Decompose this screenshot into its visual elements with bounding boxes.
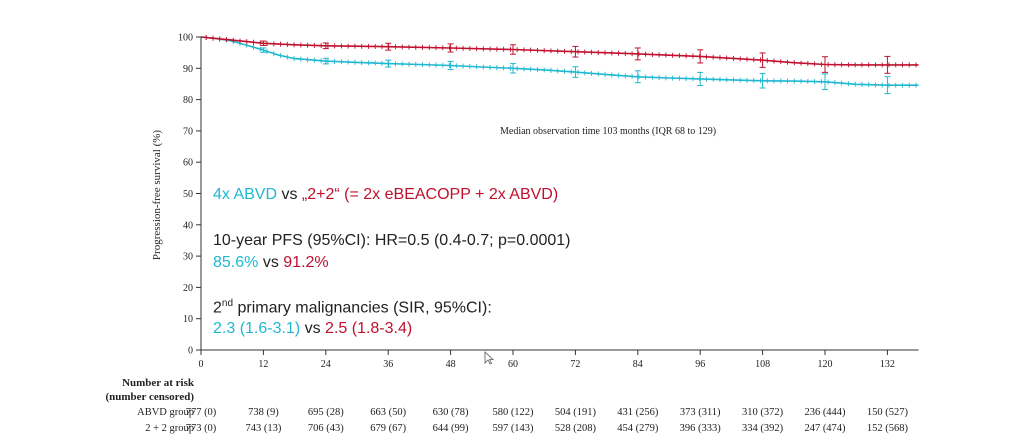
- y-tick-label: 100: [178, 33, 193, 44]
- x-tick-label: 132: [880, 359, 895, 370]
- pfs-hazard-ratio-text: 10-year PFS (95%CI): HR=0.5 (0.4-0.7; p=…: [213, 232, 571, 249]
- vs-text: vs: [277, 186, 302, 203]
- x-tick-label: 72: [570, 359, 580, 370]
- ordinal-number: 2: [213, 299, 222, 317]
- risk-cell: 630 (78): [432, 407, 469, 418]
- x-tick-label: 120: [818, 359, 833, 370]
- risk-cell: 310 (372): [742, 407, 784, 418]
- series-line-two-plus-two: [200, 36, 919, 66]
- risk-cell: 738 (9): [248, 407, 279, 418]
- risk-cell: 152 (568): [866, 423, 908, 434]
- x-tick-label: 108: [755, 359, 770, 370]
- y-axis-label: Progression-free survival (%): [151, 130, 163, 260]
- axes: 0 10 20 30 40 50 60 70 80 90 100 0 12 24 36 48 60 72 84 96 1…: [178, 33, 919, 370]
- risk-cell: 334 (392): [742, 423, 784, 434]
- risk-row-label-abvd: ABVD group: [137, 407, 194, 418]
- risk-cell: 528 (208): [554, 423, 596, 434]
- y-tick-label: 80: [183, 95, 193, 106]
- risk-cell: 373 (311): [679, 407, 721, 418]
- y-tick-label: 60: [183, 158, 193, 169]
- two-plus-two-arm-label: „2+2“ (= 2x eBEACOPP + 2x ABVD): [301, 186, 559, 203]
- y-tick-label: 40: [183, 220, 193, 231]
- risk-cell: 597 (143): [492, 423, 534, 434]
- abvd-pfs-value: 85.6%: [213, 254, 259, 271]
- risk-cell: 150 (527): [866, 407, 908, 418]
- risk-row-label-two-plus-two: 2 + 2 group: [145, 423, 194, 434]
- risk-table-title-line1: Number at risk: [122, 377, 194, 389]
- x-tick-label: 48: [446, 359, 456, 370]
- risk-cell: 706 (43): [307, 423, 344, 434]
- abvd-arm-label: 4x ABVD: [213, 186, 278, 203]
- risk-cell: 247 (474): [804, 423, 846, 434]
- x-tick-label: 60: [508, 359, 518, 370]
- y-tick-label: 30: [183, 252, 193, 263]
- y-tick-label: 20: [183, 283, 193, 294]
- risk-cell: 679 (67): [370, 423, 407, 434]
- x-tick-label: 84: [633, 359, 643, 370]
- mouse-cursor-icon: [484, 351, 495, 365]
- y-tick-label: 90: [183, 64, 193, 75]
- risk-table-title-line2: (number censored): [105, 391, 194, 403]
- risk-cell: 777 (0): [185, 407, 217, 418]
- risk-table-title: Number at risk (number censored): [58, 376, 194, 404]
- risk-cell: 396 (333): [679, 423, 721, 434]
- y-tick-label: 0: [188, 346, 193, 357]
- abvd-sir-value: 2.3 (1.6-3.1): [213, 320, 301, 337]
- x-tick-label: 36: [383, 359, 393, 370]
- series-line-abvd: [200, 36, 919, 86]
- two-plus-two-sir-value: 2.5 (1.8-3.4): [325, 320, 413, 337]
- vs-text: vs: [258, 254, 284, 271]
- y-tick-label: 50: [183, 189, 193, 200]
- second-malignancies-heading: 2nd primary malignancies (SIR, 95%CI):: [213, 298, 492, 317]
- y-tick-label: 70: [183, 126, 193, 137]
- survival-curves: [200, 35, 919, 95]
- x-tick-label: 24: [321, 359, 331, 370]
- comparison-title: 4x ABVD vs „2+2“ (= 2x eBEACOPP + 2x ABV…: [213, 186, 558, 204]
- risk-cell: 644 (99): [432, 423, 469, 434]
- sir-values: 2.3 (1.6-3.1) vs 2.5 (1.8-3.4): [213, 320, 412, 338]
- risk-cell: 504 (191): [554, 407, 596, 418]
- x-tick-label: 12: [258, 359, 268, 370]
- y-tick-label: 10: [183, 314, 193, 325]
- x-tick-label: 0: [199, 359, 204, 370]
- risk-cell: 773 (0): [185, 423, 217, 434]
- risk-cell: 695 (28): [307, 407, 344, 418]
- risk-cell: 580 (122): [492, 407, 534, 418]
- vs-text: vs: [300, 320, 326, 337]
- risk-cell: 743 (13): [245, 423, 282, 434]
- risk-cell: 663 (50): [370, 407, 407, 418]
- pfs-values: 85.6% vs 91.2%: [213, 254, 329, 272]
- heading-text: primary malignancies (SIR, 95%CI):: [233, 299, 492, 317]
- two-plus-two-pfs-value: 91.2%: [283, 254, 329, 271]
- risk-cell: 454 (279): [617, 423, 659, 434]
- median-observation-note: Median observation time 103 months (IQR …: [500, 126, 717, 137]
- ordinal-suffix: nd: [221, 298, 234, 309]
- risk-cell: 236 (444): [804, 407, 846, 418]
- x-tick-label: 96: [695, 359, 705, 370]
- risk-cell: 431 (256): [617, 407, 659, 418]
